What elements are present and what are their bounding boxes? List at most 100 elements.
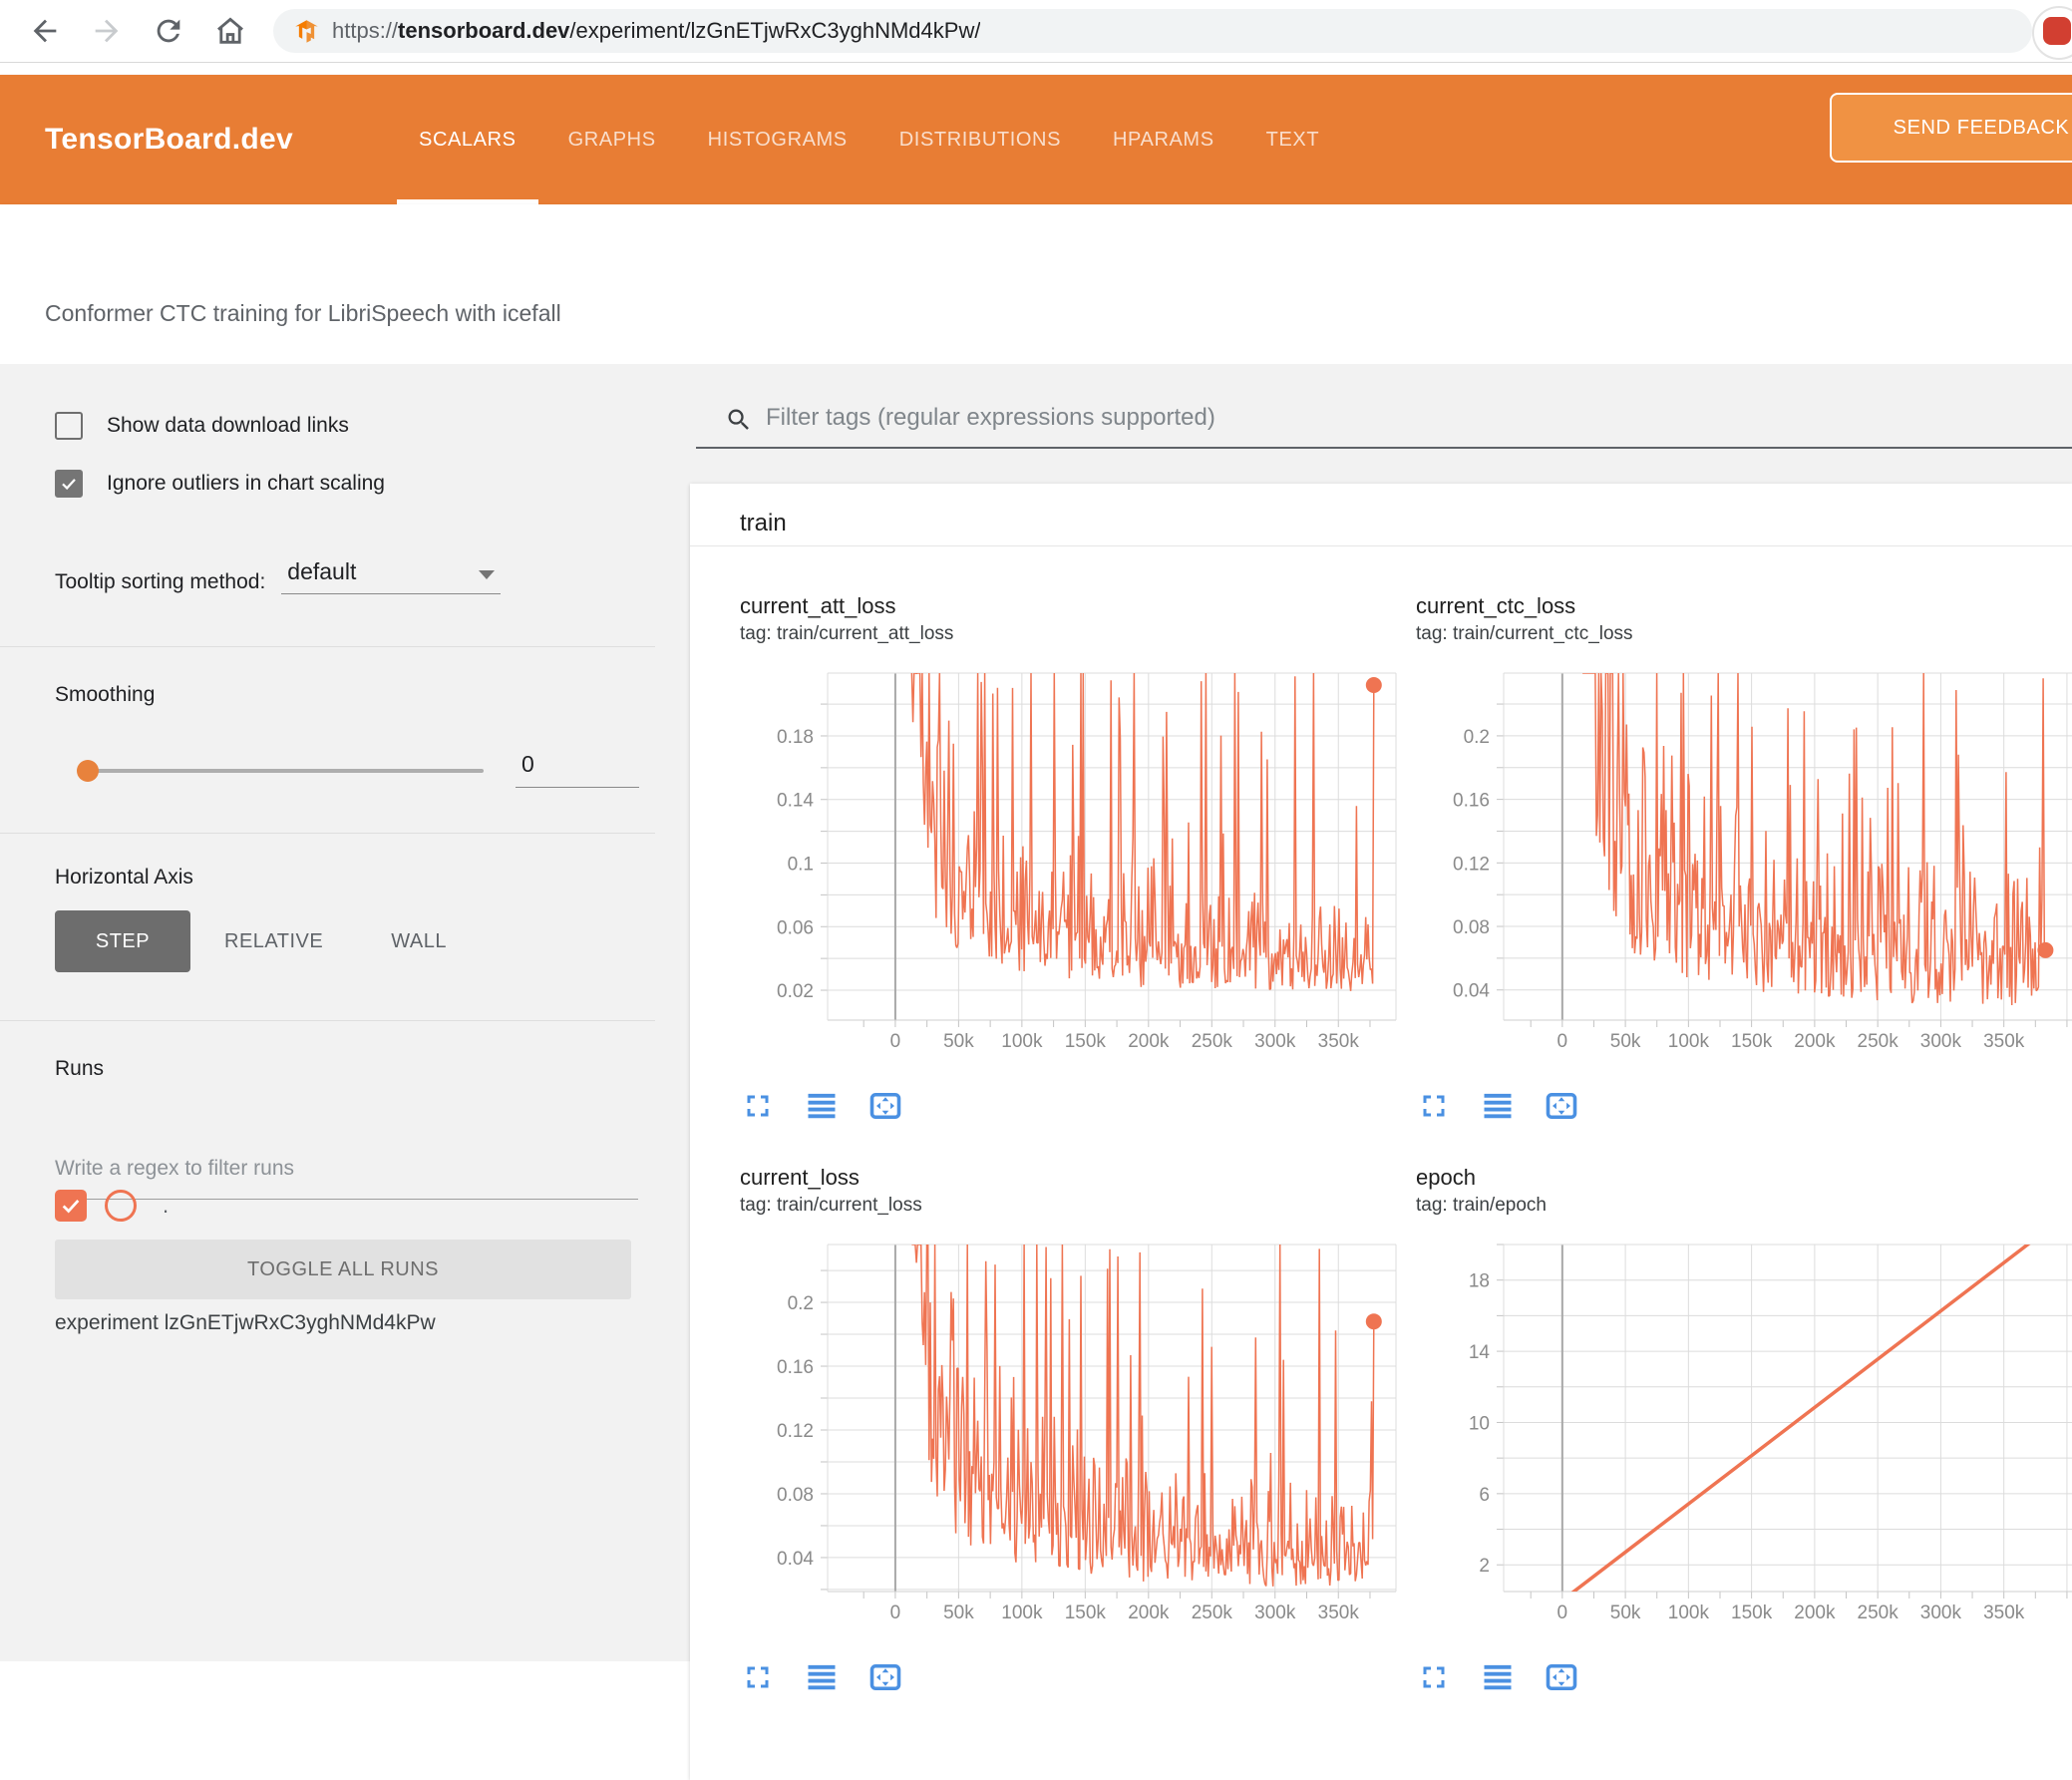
svg-text:100k: 100k xyxy=(1001,1031,1043,1052)
svg-text:300k: 300k xyxy=(1920,1031,1962,1052)
runs-filter-underline xyxy=(55,1199,638,1200)
log-scale-icon[interactable] xyxy=(804,1088,840,1124)
svg-text:0.08: 0.08 xyxy=(777,1485,814,1506)
runs-filter-input[interactable]: Write a regex to filter runs xyxy=(55,1157,638,1200)
tab-graphs[interactable]: GRAPHS xyxy=(567,128,656,151)
svg-text:0.04: 0.04 xyxy=(1453,981,1490,1002)
svg-text:0: 0 xyxy=(890,1031,901,1052)
svg-text:14: 14 xyxy=(1469,1342,1491,1363)
svg-text:0.2: 0.2 xyxy=(788,1293,814,1314)
filter-tags-row[interactable]: Filter tags (regular expressions support… xyxy=(688,364,2072,449)
tab-histograms[interactable]: HISTOGRAMS xyxy=(707,128,848,151)
show-download-links-checkbox[interactable] xyxy=(55,412,83,440)
svg-text:0: 0 xyxy=(1557,1602,1568,1623)
svg-text:300k: 300k xyxy=(1920,1602,1962,1623)
tab-hparams[interactable]: HPARAMS xyxy=(1113,128,1214,151)
chart-plot-area[interactable]: 2 6 10 14 18 0 50k 100k 150k 200k 250k 300k 350k xyxy=(1416,1235,2072,1623)
svg-text:10: 10 xyxy=(1469,1413,1490,1434)
svg-text:350k: 350k xyxy=(1318,1602,1360,1623)
svg-text:0.02: 0.02 xyxy=(777,981,814,1002)
smoothing-value[interactable]: 0 xyxy=(521,751,534,777)
svg-text:250k: 250k xyxy=(1192,1031,1233,1052)
smoothing-label: Smoothing xyxy=(55,683,156,706)
chart-current-ctc-loss: current_ctc_loss tag: train/current_ctc_… xyxy=(1416,591,2072,1124)
tab-scalars[interactable]: SCALARS xyxy=(393,75,542,204)
chart-title: current_att_loss xyxy=(740,593,896,618)
tooltip-sorting-select[interactable]: default xyxy=(281,558,502,594)
svg-text:100k: 100k xyxy=(1668,1031,1710,1052)
content: Show data download links Ignore outliers… xyxy=(0,364,2072,1780)
svg-text:350k: 350k xyxy=(1983,1031,2025,1052)
fullscreen-icon[interactable] xyxy=(1416,1088,1452,1124)
divider xyxy=(0,646,655,647)
divider xyxy=(0,833,655,834)
chart-title: epoch xyxy=(1416,1165,1476,1190)
smoothing-slider-thumb[interactable] xyxy=(77,760,99,782)
tab-text[interactable]: TEXT xyxy=(1265,128,1320,151)
fit-domain-icon[interactable] xyxy=(1544,1659,1579,1695)
brand-title: TensorBoard.dev xyxy=(45,123,293,156)
main-panel: Filter tags (regular expressions support… xyxy=(688,364,2072,1780)
fit-domain-icon[interactable] xyxy=(867,1088,903,1124)
show-download-links-row[interactable]: Show data download links xyxy=(55,412,349,440)
fit-domain-icon[interactable] xyxy=(867,1659,903,1695)
svg-text:350k: 350k xyxy=(1983,1602,2025,1623)
horizontal-axis-label: Horizontal Axis xyxy=(55,866,193,889)
experiment-id-row: experiment lzGnETjwRxC3yghNMd4kPw xyxy=(55,1311,436,1335)
tab-distributions[interactable]: DISTRIBUTIONS xyxy=(898,128,1062,151)
run-checkbox[interactable] xyxy=(55,1190,87,1222)
fullscreen-icon[interactable] xyxy=(740,1659,776,1695)
chevron-down-icon xyxy=(479,570,496,579)
svg-text:0.16: 0.16 xyxy=(1453,791,1490,812)
log-scale-icon[interactable] xyxy=(804,1659,840,1695)
svg-text:50k: 50k xyxy=(1610,1602,1641,1623)
train-card: train current_att_loss tag: train/curren… xyxy=(690,484,2072,1780)
forward-icon[interactable] xyxy=(90,14,124,48)
chart-plot-area[interactable]: 0.04 0.08 0.12 0.16 0.2 0 50k 100k 150k 200k 250k 3… xyxy=(1416,663,2072,1052)
chart-current-loss: current_loss tag: train/current_loss 0.0… xyxy=(740,1163,1398,1695)
check-icon xyxy=(62,479,76,491)
run-color-swatch xyxy=(105,1190,137,1222)
back-icon[interactable] xyxy=(28,14,62,48)
log-scale-icon[interactable] xyxy=(1480,1659,1516,1695)
svg-text:0.04: 0.04 xyxy=(777,1549,814,1570)
url-path: /experiment/lzGnETjwRxC3yghNMd4kPw/ xyxy=(569,18,981,43)
chart-epoch: epoch tag: train/epoch 2 6 10 14 18 0 50k 100k 1… xyxy=(1416,1163,2072,1695)
tensorboard-favicon-icon xyxy=(293,18,320,45)
ignore-outliers-checkbox[interactable] xyxy=(55,470,83,498)
svg-text:0.1: 0.1 xyxy=(788,854,814,875)
toggle-all-runs-button[interactable]: TOGGLE ALL RUNS xyxy=(55,1240,631,1299)
svg-text:300k: 300k xyxy=(1254,1602,1296,1623)
log-scale-icon[interactable] xyxy=(1480,1088,1516,1124)
svg-text:200k: 200k xyxy=(1794,1031,1836,1052)
axis-wall-button[interactable]: WALL xyxy=(391,929,447,952)
profile-avatar[interactable] xyxy=(2032,6,2072,60)
tag-group-title[interactable]: train xyxy=(740,510,787,536)
reload-icon[interactable] xyxy=(152,14,185,48)
smoothing-value-underline xyxy=(516,787,639,788)
svg-text:0.14: 0.14 xyxy=(777,791,814,812)
fit-domain-icon[interactable] xyxy=(1544,1088,1579,1124)
axis-step-button[interactable]: STEP xyxy=(55,910,190,972)
fullscreen-icon[interactable] xyxy=(1416,1659,1452,1695)
ignore-outliers-label: Ignore outliers in chart scaling xyxy=(107,472,385,495)
fullscreen-icon[interactable] xyxy=(740,1088,776,1124)
ignore-outliers-row[interactable]: Ignore outliers in chart scaling xyxy=(55,470,385,498)
send-feedback-button[interactable]: SEND FEEDBACK xyxy=(1830,93,2072,163)
avatar-glyph xyxy=(2043,17,2071,45)
svg-text:50k: 50k xyxy=(1610,1031,1641,1052)
chart-title: current_ctc_loss xyxy=(1416,593,1576,618)
svg-text:150k: 150k xyxy=(1065,1031,1107,1052)
svg-text:18: 18 xyxy=(1469,1271,1490,1292)
chart-plot-area[interactable]: 0.02 0.06 0.1 0.14 0.18 0 50k 100k 150k 200k 250k 3… xyxy=(740,663,1398,1052)
chart-plot-area[interactable]: 0.04 0.08 0.12 0.16 0.2 0 50k 100k 150k 200k 250k 3… xyxy=(740,1235,1398,1623)
axis-relative-button[interactable]: RELATIVE xyxy=(224,929,324,952)
svg-text:250k: 250k xyxy=(1858,1602,1899,1623)
chart-tag: tag: train/current_ctc_loss xyxy=(1416,623,1633,644)
home-icon[interactable] xyxy=(213,14,247,48)
runs-filter-placeholder: Write a regex to filter runs xyxy=(55,1157,295,1180)
experiment-title: Conformer CTC training for LibriSpeech w… xyxy=(45,300,561,326)
url-bar[interactable]: https://tensorboard.dev/experiment/lzGnE… xyxy=(273,9,2032,53)
smoothing-slider-track[interactable] xyxy=(85,769,484,773)
tooltip-sorting-value: default xyxy=(287,558,357,584)
